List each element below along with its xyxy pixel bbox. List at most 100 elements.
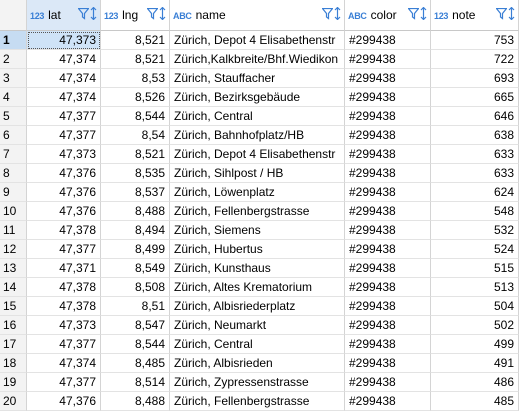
table-row[interactable]: 12 47,377 8,499 Zürich, Hubertus #299438 524 <box>0 240 519 259</box>
row-number[interactable]: 11 <box>0 221 27 240</box>
cell-lat[interactable]: 47,376 <box>27 183 101 202</box>
cell-color[interactable]: #299438 <box>345 145 431 164</box>
cell-note[interactable]: 515 <box>431 259 519 278</box>
cell-lat[interactable]: 47,376 <box>27 164 101 183</box>
cell-color[interactable]: #299438 <box>345 392 431 411</box>
cell-lat[interactable]: 47,374 <box>27 69 101 88</box>
cell-note[interactable]: 624 <box>431 183 519 202</box>
cell-lat[interactable]: 47,378 <box>27 278 101 297</box>
cell-color[interactable]: #299438 <box>345 335 431 354</box>
table-row[interactable]: 17 47,377 8,544 Zürich, Central #299438 499 <box>0 335 519 354</box>
cell-name[interactable]: Zürich, Fellenbergstrasse <box>170 392 345 411</box>
row-number[interactable]: 9 <box>0 183 27 202</box>
cell-note[interactable]: 485 <box>431 392 519 411</box>
table-row[interactable]: 11 47,378 8,494 Zürich, Siemens #299438 532 <box>0 221 519 240</box>
row-number[interactable]: 7 <box>0 145 27 164</box>
cell-note[interactable]: 633 <box>431 164 519 183</box>
cell-color[interactable]: #299438 <box>345 164 431 183</box>
cell-lng[interactable]: 8,544 <box>101 335 170 354</box>
cell-color[interactable]: #299438 <box>345 354 431 373</box>
cell-lng[interactable]: 8,544 <box>101 107 170 126</box>
cell-name[interactable]: Zürich, Albisriederplatz <box>170 297 345 316</box>
cell-lat[interactable]: 47,371 <box>27 259 101 278</box>
row-number[interactable]: 1 <box>0 31 27 50</box>
row-number[interactable]: 17 <box>0 335 27 354</box>
column-header-note[interactable]: 123 note <box>431 0 519 31</box>
filter-icon[interactable] <box>408 7 419 20</box>
cell-lng[interactable]: 8,521 <box>101 145 170 164</box>
cell-lat[interactable]: 47,376 <box>27 202 101 221</box>
row-number[interactable]: 2 <box>0 50 27 69</box>
row-number[interactable]: 19 <box>0 373 27 392</box>
cell-lng[interactable]: 8,521 <box>101 31 170 50</box>
table-row[interactable]: 19 47,377 8,514 Zürich, Zypressenstrasse #29… <box>0 373 519 392</box>
cell-color[interactable]: #299438 <box>345 69 431 88</box>
cell-lat[interactable]: 47,377 <box>27 373 101 392</box>
row-number[interactable]: 16 <box>0 316 27 335</box>
cell-color[interactable]: #299438 <box>345 88 431 107</box>
cell-lng[interactable]: 8,521 <box>101 50 170 69</box>
cell-color[interactable]: #299438 <box>345 240 431 259</box>
cell-name[interactable]: Zürich, Altes Krematorium <box>170 278 345 297</box>
row-number[interactable]: 15 <box>0 297 27 316</box>
cell-lat[interactable]: 47,373 <box>27 31 101 50</box>
table-row[interactable]: 20 47,376 8,488 Zürich, Fellenbergstrasse #2… <box>0 392 519 411</box>
row-number[interactable]: 13 <box>0 259 27 278</box>
cell-name[interactable]: Zürich, Bezirksgebäude <box>170 88 345 107</box>
cell-lng[interactable]: 8,54 <box>101 126 170 145</box>
cell-lng[interactable]: 8,53 <box>101 69 170 88</box>
row-number[interactable]: 6 <box>0 126 27 145</box>
corner-cell[interactable] <box>0 0 27 31</box>
table-row[interactable]: 16 47,373 8,547 Zürich, Neumarkt #299438 502 <box>0 316 519 335</box>
column-header-lat[interactable]: 123 lat <box>27 0 101 31</box>
sort-icon[interactable] <box>420 7 427 20</box>
cell-color[interactable]: #299438 <box>345 278 431 297</box>
cell-note[interactable]: 693 <box>431 69 519 88</box>
cell-name[interactable]: Zürich, Central <box>170 335 345 354</box>
row-number[interactable]: 8 <box>0 164 27 183</box>
cell-name[interactable]: Zürich, Kunsthaus <box>170 259 345 278</box>
cell-name[interactable]: Zürich, Fellenbergstrasse <box>170 202 345 221</box>
cell-name[interactable]: Zürich, Depot 4 Elisabethenstr <box>170 145 345 164</box>
cell-lng[interactable]: 8,537 <box>101 183 170 202</box>
column-header-color[interactable]: ABC color <box>345 0 431 31</box>
cell-name[interactable]: Zürich, Albisrieden <box>170 354 345 373</box>
cell-note[interactable]: 486 <box>431 373 519 392</box>
cell-name[interactable]: Zürich, Neumarkt <box>170 316 345 335</box>
row-number[interactable]: 4 <box>0 88 27 107</box>
cell-lng[interactable]: 8,485 <box>101 354 170 373</box>
cell-note[interactable]: 638 <box>431 126 519 145</box>
cell-color[interactable]: #299438 <box>345 183 431 202</box>
cell-lat[interactable]: 47,374 <box>27 354 101 373</box>
table-row[interactable]: 2 47,374 8,521 Zürich,Kalkbreite/Bhf.Wiedik… <box>0 50 519 69</box>
filter-icon[interactable] <box>496 7 507 20</box>
cell-color[interactable]: #299438 <box>345 50 431 69</box>
row-number[interactable]: 10 <box>0 202 27 221</box>
cell-color[interactable]: #299438 <box>345 297 431 316</box>
cell-color[interactable]: #299438 <box>345 221 431 240</box>
cell-lat[interactable]: 47,374 <box>27 88 101 107</box>
cell-name[interactable]: Zürich, Zypressenstrasse <box>170 373 345 392</box>
cell-lng[interactable]: 8,508 <box>101 278 170 297</box>
cell-note[interactable]: 633 <box>431 145 519 164</box>
cell-name[interactable]: Zürich, Bahnhofplatz/HB <box>170 126 345 145</box>
table-row[interactable]: 8 47,376 8,535 Zürich, Sihlpost / HB #299438… <box>0 164 519 183</box>
cell-note[interactable]: 532 <box>431 221 519 240</box>
table-row[interactable]: 14 47,378 8,508 Zürich, Altes Krematorium #2… <box>0 278 519 297</box>
cell-lat[interactable]: 47,373 <box>27 316 101 335</box>
table-row[interactable]: 9 47,376 8,537 Zürich, Löwenplatz #299438 624 <box>0 183 519 202</box>
cell-note[interactable]: 722 <box>431 50 519 69</box>
table-row[interactable]: 7 47,373 8,521 Zürich, Depot 4 Elisabethens… <box>0 145 519 164</box>
cell-lng[interactable]: 8,499 <box>101 240 170 259</box>
cell-lat[interactable]: 47,378 <box>27 297 101 316</box>
cell-lng[interactable]: 8,494 <box>101 221 170 240</box>
column-header-name[interactable]: ABC name <box>170 0 345 31</box>
cell-lng[interactable]: 8,526 <box>101 88 170 107</box>
table-row[interactable]: 4 47,374 8,526 Zürich, Bezirksgebäude #29943… <box>0 88 519 107</box>
cell-color[interactable]: #299438 <box>345 316 431 335</box>
cell-name[interactable]: Zürich, Löwenplatz <box>170 183 345 202</box>
cell-color[interactable]: #299438 <box>345 259 431 278</box>
cell-lat[interactable]: 47,377 <box>27 107 101 126</box>
sort-icon[interactable] <box>508 7 515 20</box>
row-number[interactable]: 12 <box>0 240 27 259</box>
